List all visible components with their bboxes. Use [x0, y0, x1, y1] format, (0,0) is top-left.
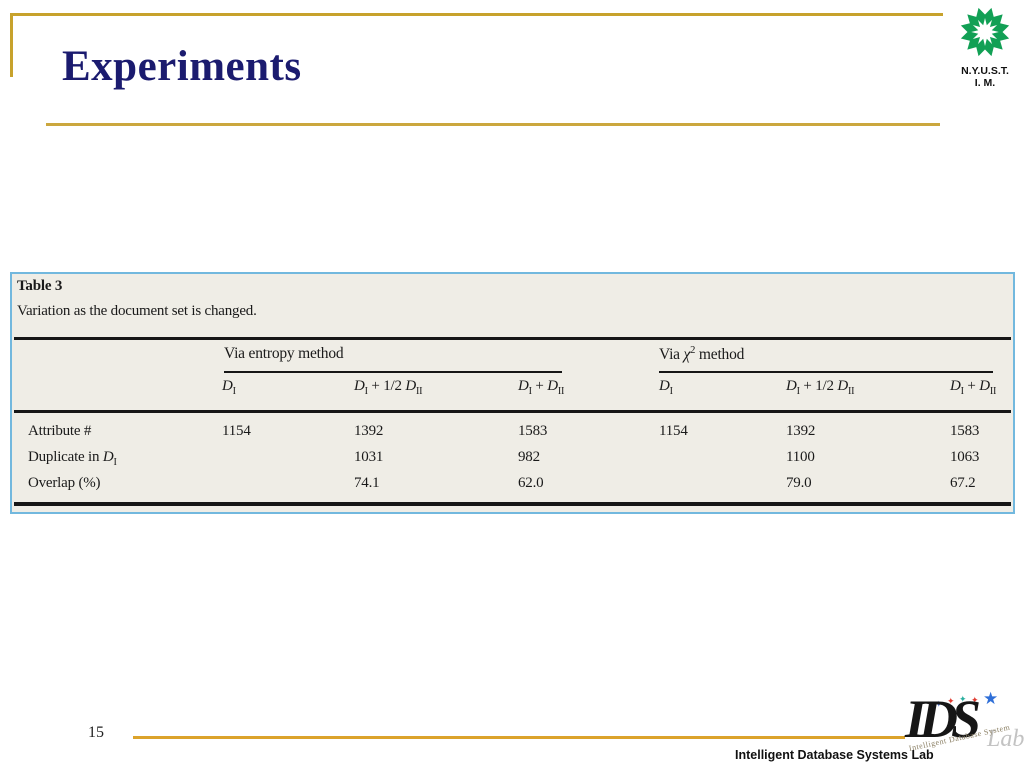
ids-letters: IDS	[905, 689, 981, 749]
ids-star-icon: ★	[983, 689, 999, 708]
ids-lab-script: Lab	[987, 726, 1024, 752]
column-header: DI + DII	[950, 378, 997, 397]
table-cell: 982	[518, 449, 540, 465]
table-bottom-rule	[14, 502, 1011, 506]
column-header: DI + DII	[518, 378, 565, 397]
nyust-logo: N.Y.U.S.T. I. M.	[952, 4, 1018, 89]
nyust-label-line1: N.Y.U.S.T.	[961, 65, 1009, 77]
table-cell: 1392	[354, 423, 384, 439]
row-label: Attribute #	[28, 423, 92, 439]
row-label: Overlap (%)	[28, 475, 101, 491]
column-header: DI + 1/2 DII	[354, 378, 423, 397]
nyust-snowflake-icon	[960, 7, 1010, 57]
group-header-entropy: Via entropy method	[224, 345, 344, 362]
left-gold-line	[10, 13, 13, 77]
column-header: DI	[659, 378, 673, 397]
table-cell: 1154	[659, 423, 688, 439]
column-header: DI	[222, 378, 236, 397]
table-cell: 67.2	[950, 475, 976, 491]
ids-star-icon: ✦	[935, 699, 943, 709]
table-cell: 1392	[786, 423, 816, 439]
ids-star-icon: ✦	[971, 695, 979, 705]
top-gold-line	[10, 13, 943, 16]
table-cell: 1031	[354, 449, 384, 465]
row-label: Duplicate in DI	[28, 449, 117, 468]
ids-star-icon: ✦	[947, 696, 955, 706]
title-underline	[46, 123, 940, 126]
table-cell: 1583	[518, 423, 548, 439]
footer-lab-name: Intelligent Database Systems Lab	[735, 748, 934, 762]
table-cell: 1063	[950, 449, 980, 465]
footer-gold-line	[133, 736, 905, 739]
page-number: 15	[88, 724, 104, 741]
table-cell: 74.1	[354, 475, 380, 491]
table-caption-title: Table 3	[17, 278, 63, 294]
ids-lab-logo: ✦ ✦ ✦ ✦ ★ IDS Lab Intelligent Database S…	[903, 689, 1024, 765]
table-caption-text: Variation as the document set is changed…	[17, 303, 257, 319]
group-underline-chi2	[659, 371, 993, 373]
slide-title: Experiments	[62, 43, 302, 90]
table-cell: 1154	[222, 423, 251, 439]
column-header: DI + 1/2 DII	[786, 378, 855, 397]
group-underline-entropy	[224, 371, 562, 373]
table-top-rule	[14, 337, 1011, 340]
nyust-label-line2: I. M.	[974, 77, 996, 89]
table-cell: 62.0	[518, 475, 544, 491]
table-cell: 1583	[950, 423, 980, 439]
table-figure: Table 3 Variation as the document set is…	[10, 272, 1015, 514]
table-mid-rule	[14, 410, 1011, 413]
ids-star-icon: ✦	[959, 694, 967, 704]
table-cell: 79.0	[786, 475, 812, 491]
table-cell: 1100	[786, 449, 815, 465]
group-header-chi2: Via χ2 method	[659, 345, 745, 364]
